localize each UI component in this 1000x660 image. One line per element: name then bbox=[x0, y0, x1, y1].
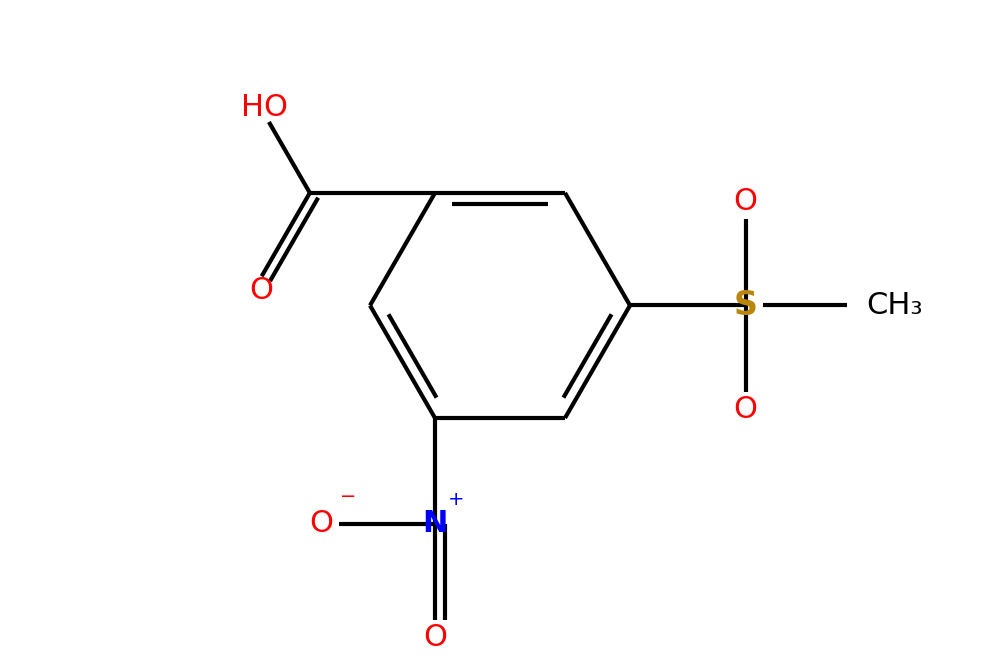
Text: CH₃: CH₃ bbox=[866, 291, 922, 320]
Text: −: − bbox=[340, 488, 357, 506]
Text: O: O bbox=[734, 187, 758, 216]
Text: O: O bbox=[734, 395, 758, 424]
Text: N: N bbox=[422, 510, 448, 539]
Text: O: O bbox=[309, 510, 333, 539]
Text: +: + bbox=[448, 490, 464, 510]
Text: O: O bbox=[250, 276, 274, 305]
Text: O: O bbox=[423, 623, 447, 652]
Text: HO: HO bbox=[241, 93, 288, 122]
Text: S: S bbox=[734, 289, 758, 322]
